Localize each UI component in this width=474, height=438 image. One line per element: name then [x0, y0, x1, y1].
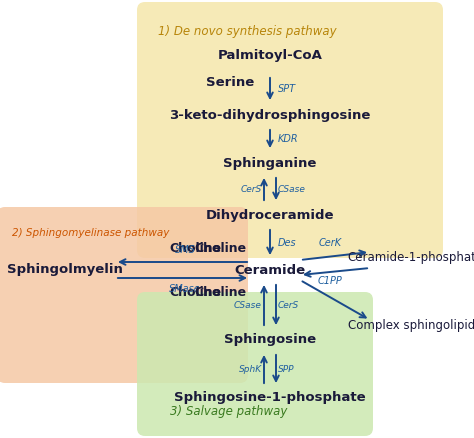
Text: CerS: CerS — [241, 186, 262, 194]
Text: SPP: SPP — [278, 365, 294, 374]
Text: KDR: KDR — [278, 134, 299, 144]
Text: Choline: Choline — [169, 241, 221, 254]
Text: CerS: CerS — [278, 301, 299, 311]
Text: Choline: Choline — [194, 286, 246, 300]
Text: CerK: CerK — [319, 238, 342, 248]
Text: SMase: SMase — [169, 284, 201, 294]
Text: 3-keto-dihydrosphingosine: 3-keto-dihydrosphingosine — [169, 109, 371, 121]
Text: Choline: Choline — [194, 241, 246, 254]
Text: Sphingosine: Sphingosine — [224, 333, 316, 346]
Text: 1) De novo synthesis pathway: 1) De novo synthesis pathway — [158, 25, 337, 38]
Text: 3) Salvage pathway: 3) Salvage pathway — [170, 405, 287, 418]
Text: Dihydroceramide: Dihydroceramide — [206, 208, 334, 222]
Text: Sphinganine: Sphinganine — [223, 156, 317, 170]
Text: CSase: CSase — [234, 301, 262, 311]
Text: Sphingolmyelin: Sphingolmyelin — [7, 264, 123, 276]
Text: C1PP: C1PP — [318, 276, 342, 286]
Text: Sphingosine-1-phosphate: Sphingosine-1-phosphate — [174, 392, 366, 405]
Text: CSase: CSase — [278, 186, 306, 194]
Text: Ceramide-1-phosphate: Ceramide-1-phosphate — [347, 251, 474, 265]
Text: Serine: Serine — [206, 75, 254, 88]
Text: SPT: SPT — [278, 84, 296, 94]
Text: SMS: SMS — [174, 245, 195, 255]
Text: Palmitoyl-CoA: Palmitoyl-CoA — [218, 49, 322, 61]
Text: Ceramide: Ceramide — [235, 264, 306, 276]
Text: Complex sphingolipids: Complex sphingolipids — [348, 318, 474, 332]
FancyBboxPatch shape — [137, 292, 373, 436]
FancyBboxPatch shape — [137, 2, 443, 258]
Text: 2) Sphingomyelinase pathway: 2) Sphingomyelinase pathway — [12, 228, 169, 238]
Text: SphK: SphK — [239, 365, 262, 374]
Text: Des: Des — [278, 238, 297, 248]
FancyBboxPatch shape — [0, 207, 248, 383]
Text: Choline: Choline — [169, 286, 221, 299]
